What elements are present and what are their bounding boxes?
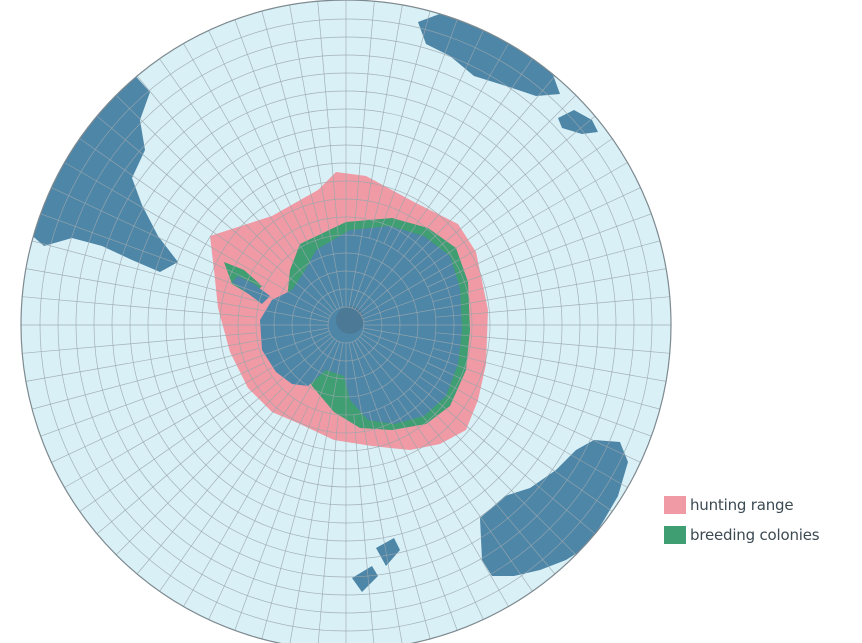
- meridian-line: [32, 347, 260, 410]
- legend-label-breeding-colonies: breeding colonies: [690, 526, 820, 544]
- meridian-line: [361, 162, 628, 317]
- breeding-colonies-swatch: [664, 526, 686, 544]
- meridian-line: [317, 414, 339, 643]
- meridian-line: [25, 327, 329, 382]
- meridian-line: [40, 213, 330, 320]
- meridian-line: [51, 362, 265, 463]
- meridian-line: [25, 268, 329, 323]
- meridian-line: [397, 398, 533, 592]
- meridian-line: [64, 162, 331, 317]
- meridian-line: [409, 388, 577, 556]
- meridian-line: [432, 240, 660, 303]
- meridian-line: [159, 58, 295, 252]
- meridian-line: [361, 333, 628, 488]
- meridian-line: [22, 296, 257, 318]
- meridian-line: [362, 213, 652, 320]
- meridian-line: [348, 4, 403, 308]
- meridian-line: [354, 340, 509, 607]
- meridian-line: [359, 336, 596, 535]
- meridian-line: [96, 336, 333, 535]
- meridian-line: [183, 340, 338, 607]
- australia-landmass: [480, 440, 628, 576]
- legend-item-breeding-colonies: breeding colonies: [664, 520, 860, 550]
- meridian-line: [115, 94, 283, 262]
- meridian-line: [79, 376, 273, 512]
- meridian-line: [208, 30, 309, 244]
- legend-label-hunting-range: hunting range: [690, 496, 794, 514]
- meridian-line: [427, 187, 641, 288]
- meridian-line: [368, 411, 431, 639]
- meridian-line: [183, 43, 338, 310]
- meridian-line: [348, 342, 403, 643]
- legend-item-hunting-range: hunting range: [664, 490, 860, 520]
- meridian-line: [96, 115, 333, 314]
- meridian-line: [359, 115, 596, 314]
- meridian-line: [159, 398, 295, 592]
- meridian-line: [351, 341, 458, 631]
- meridian-line: [353, 414, 375, 643]
- meridian-line: [351, 19, 458, 309]
- meridian-line: [115, 388, 283, 556]
- meridian-line: [208, 406, 309, 620]
- meridian-line: [64, 333, 331, 488]
- meridian-line: [51, 187, 265, 288]
- meridian-line: [79, 138, 273, 274]
- meridian-line: [354, 43, 509, 310]
- meridian-line: [32, 240, 260, 303]
- meridian-line: [435, 332, 670, 354]
- meridian-line: [435, 296, 670, 318]
- meridian-line: [234, 19, 341, 309]
- new-zealand-south-landmass: [352, 566, 378, 592]
- meridian-line: [383, 406, 484, 620]
- new-zealand-north-landmass: [376, 538, 400, 566]
- meridian-line: [289, 342, 344, 643]
- meridian-line: [383, 30, 484, 244]
- meridian-line: [353, 1, 375, 236]
- meridian-line: [136, 338, 335, 575]
- meridian-line: [317, 1, 339, 236]
- south-pole-shade: [336, 306, 364, 334]
- meridians-grid: [21, 0, 671, 643]
- africa-landmass: [418, 12, 560, 96]
- south-america-landmass: [28, 70, 178, 272]
- meridian-line: [362, 330, 652, 437]
- meridian-line: [419, 138, 613, 274]
- meridian-line: [409, 94, 577, 262]
- hunting-range-swatch: [664, 496, 686, 514]
- globe-outline: [20, 0, 672, 643]
- meridian-line: [289, 4, 344, 308]
- meridian-line: [234, 341, 341, 631]
- meridian-line: [261, 411, 324, 639]
- meridian-line: [363, 327, 667, 382]
- meridian-line: [357, 75, 556, 312]
- meridian-line: [363, 268, 667, 323]
- meridian-line: [419, 376, 613, 512]
- map-legend: hunting range breeding colonies: [664, 490, 860, 550]
- meridian-line: [40, 330, 330, 437]
- meridian-line: [261, 11, 324, 239]
- meridian-line: [397, 58, 533, 252]
- meridian-line: [357, 338, 556, 575]
- meridian-line: [22, 332, 257, 354]
- madagascar-landmass: [558, 110, 598, 134]
- meridian-line: [427, 362, 641, 463]
- meridian-line: [432, 347, 660, 410]
- meridian-line: [136, 75, 335, 312]
- meridian-line: [368, 11, 431, 239]
